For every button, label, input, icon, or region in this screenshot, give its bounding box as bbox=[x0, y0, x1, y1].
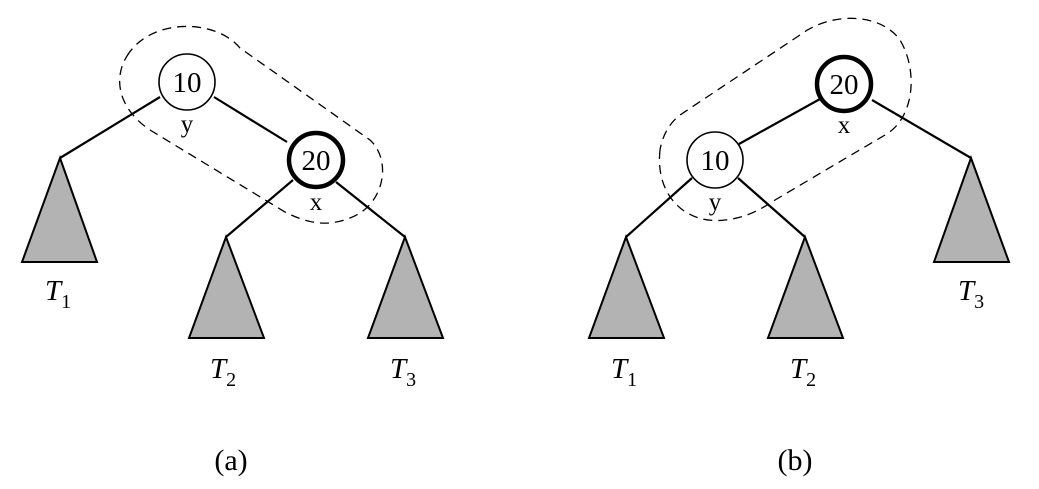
node-key: 20 bbox=[302, 145, 331, 177]
node-label: y bbox=[709, 189, 722, 216]
subtree-label: T1 bbox=[611, 353, 637, 391]
node-label: y bbox=[181, 111, 194, 138]
edge bbox=[59, 96, 161, 159]
panel-b: 20 x 10 y T3 T1 T2 (b) bbox=[587, 17, 1011, 477]
edge bbox=[738, 98, 821, 145]
panel-caption: (a) bbox=[214, 444, 247, 477]
tree-node: 20 x bbox=[814, 54, 874, 139]
edge bbox=[213, 96, 288, 143]
tree-node: 20 x bbox=[286, 130, 346, 216]
node-circle bbox=[158, 53, 216, 111]
subtree-triangle bbox=[587, 234, 666, 339]
node-key: 20 bbox=[830, 69, 859, 101]
edge bbox=[625, 177, 693, 238]
edge bbox=[871, 99, 972, 159]
node-circle bbox=[686, 131, 744, 189]
tree-node: 10 y bbox=[686, 131, 744, 216]
subtree-triangle bbox=[932, 155, 1011, 263]
edge bbox=[335, 181, 406, 238]
edge bbox=[737, 177, 806, 238]
subtree-label: T2 bbox=[210, 353, 236, 391]
panel-caption: (b) bbox=[778, 444, 813, 477]
panel-a: 10 y 20 x T1 T2 T3 (a) bbox=[20, 25, 445, 477]
node-key: 10 bbox=[701, 145, 730, 177]
tree-node: 10 y bbox=[158, 53, 216, 138]
subtree-label: T3 bbox=[958, 275, 984, 313]
node-circle bbox=[286, 130, 346, 190]
subtree-triangle bbox=[366, 234, 445, 339]
subtree-label: T2 bbox=[790, 353, 816, 391]
node-circle bbox=[814, 54, 874, 114]
subtree-triangle bbox=[766, 234, 845, 339]
node-label: x bbox=[310, 189, 323, 216]
subtree-triangle bbox=[20, 155, 99, 263]
rotation-group-outline bbox=[119, 25, 384, 224]
rotation-group-outline bbox=[658, 17, 912, 222]
edge bbox=[225, 179, 294, 238]
subtree-label: T3 bbox=[390, 353, 416, 391]
node-key: 10 bbox=[173, 67, 202, 99]
subtree-triangle bbox=[187, 234, 266, 339]
subtree-label: T1 bbox=[45, 275, 71, 313]
node-label: x bbox=[838, 112, 851, 139]
